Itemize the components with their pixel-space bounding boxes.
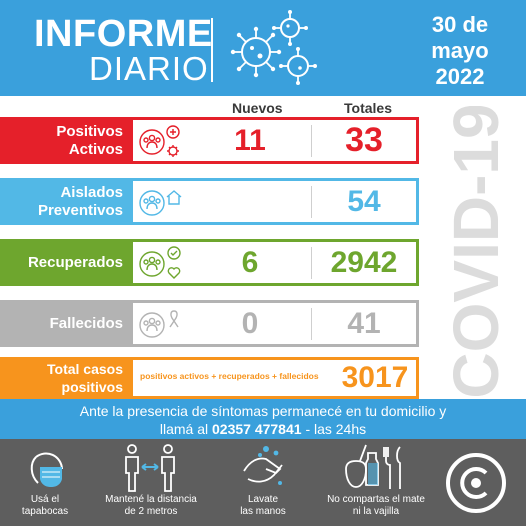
- row-total-positives: Total casos positivos positivos activos +…: [0, 357, 419, 399]
- footer: Usá el tapabocas Mantené la distancia de…: [0, 439, 526, 526]
- row-label: Fallecidos: [0, 300, 133, 347]
- covid-19-side-label: COVID-19: [440, 106, 512, 396]
- virus-icon: [230, 10, 317, 85]
- row-label: Aislados Preventivos: [0, 178, 133, 225]
- info-banner: Ante la presencia de síntomas permanecé …: [0, 399, 526, 439]
- column-header-new: Nuevos: [232, 100, 283, 116]
- phone-number: 02357 477841: [212, 421, 302, 437]
- total-cases-value: 54: [347, 184, 381, 218]
- new-cases-value: 6: [241, 245, 259, 279]
- people-ribbon-icon: [139, 310, 179, 338]
- face-mask-icon: [30, 452, 63, 488]
- report-date: 30 de mayo 2022: [410, 12, 510, 90]
- municipal-logo-icon: [446, 453, 506, 513]
- mate-utensils-icon: [345, 444, 401, 489]
- date-day: 30 de: [431, 12, 489, 37]
- side-label-text: COVID-19: [440, 106, 512, 396]
- date-month: mayo: [431, 38, 489, 63]
- new-cases-value: 0: [241, 306, 259, 340]
- row-label: Positivos Activos: [0, 117, 133, 164]
- row-label: Total casos positivos: [0, 357, 133, 399]
- header: INFORME DIARIO 30 de: [0, 0, 526, 96]
- total-cases-value: 41: [347, 306, 381, 340]
- hand-wash-icon: [243, 446, 283, 485]
- new-cases-value: 11: [234, 123, 266, 157]
- total-cases-value: 2942: [330, 245, 398, 279]
- banner-line-1: Ante la presencia de síntomas permanecé …: [79, 403, 447, 419]
- banner-line-2: llamá al 02357 477841 - las 24hs: [159, 421, 367, 437]
- distance-icon: [125, 444, 175, 492]
- total-formula: positivos activos + recuperados + fallec…: [140, 371, 319, 381]
- date-year: 2022: [435, 64, 485, 89]
- column-separator: [311, 125, 312, 157]
- row-deceased: Fallecidos 0 41: [0, 300, 419, 347]
- total-cases-value: 3017: [341, 361, 409, 394]
- row-label: Recuperados: [0, 239, 133, 286]
- people-home-icon: [139, 190, 182, 216]
- row-recovered: Recuperados 6 2942: [0, 239, 419, 286]
- people-heart-icon: [139, 246, 181, 279]
- people-virus-icon: [139, 125, 180, 157]
- row-active-positives: Positivos Activos 11 33: [0, 117, 419, 164]
- column-separator: [311, 308, 312, 340]
- column-separator: [311, 247, 312, 279]
- footer-mate-label: No compartas el mate ni la vajilla: [327, 494, 425, 517]
- column-separator: [311, 186, 312, 218]
- footer-mask-label: Usá el tapabocas: [21, 494, 69, 517]
- report-title: INFORME: [34, 13, 213, 55]
- footer-handwash-label: Lavate las manos: [240, 494, 286, 517]
- total-cases-value: 33: [345, 121, 383, 159]
- header-divider: [211, 18, 213, 82]
- row-preventive-isolated: Aislados Preventivos 54: [0, 178, 419, 225]
- new-cases-value: [190, 178, 310, 225]
- column-header-total: Totales: [344, 100, 392, 116]
- footer-distance-label: Mantené la distancia de 2 metros: [105, 494, 197, 517]
- report-subtitle: DIARIO: [89, 50, 209, 87]
